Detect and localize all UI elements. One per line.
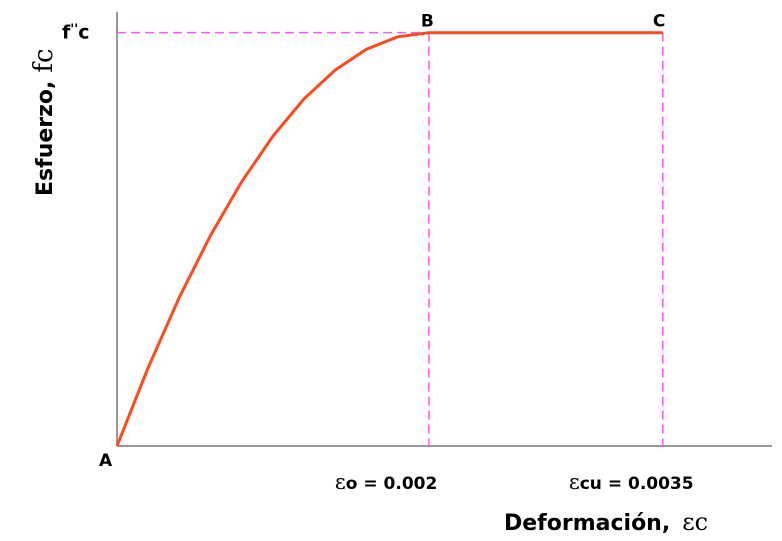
point-label-b: B bbox=[421, 12, 434, 32]
y-tick-label-fc: f''c bbox=[62, 22, 90, 44]
y-axis-title: Esfuerzo,fc bbox=[29, 48, 59, 196]
stress-strain-curve bbox=[115, 31, 663, 447]
point-label-c: C bbox=[653, 12, 665, 32]
point-label-a: A bbox=[99, 451, 113, 471]
x-tick-label-ecu: εcu = 0.0035 bbox=[569, 470, 694, 494]
x-axis-title: Deformación, εc bbox=[504, 508, 708, 536]
x-tick-label-eo: εo = 0.002 bbox=[335, 470, 437, 494]
